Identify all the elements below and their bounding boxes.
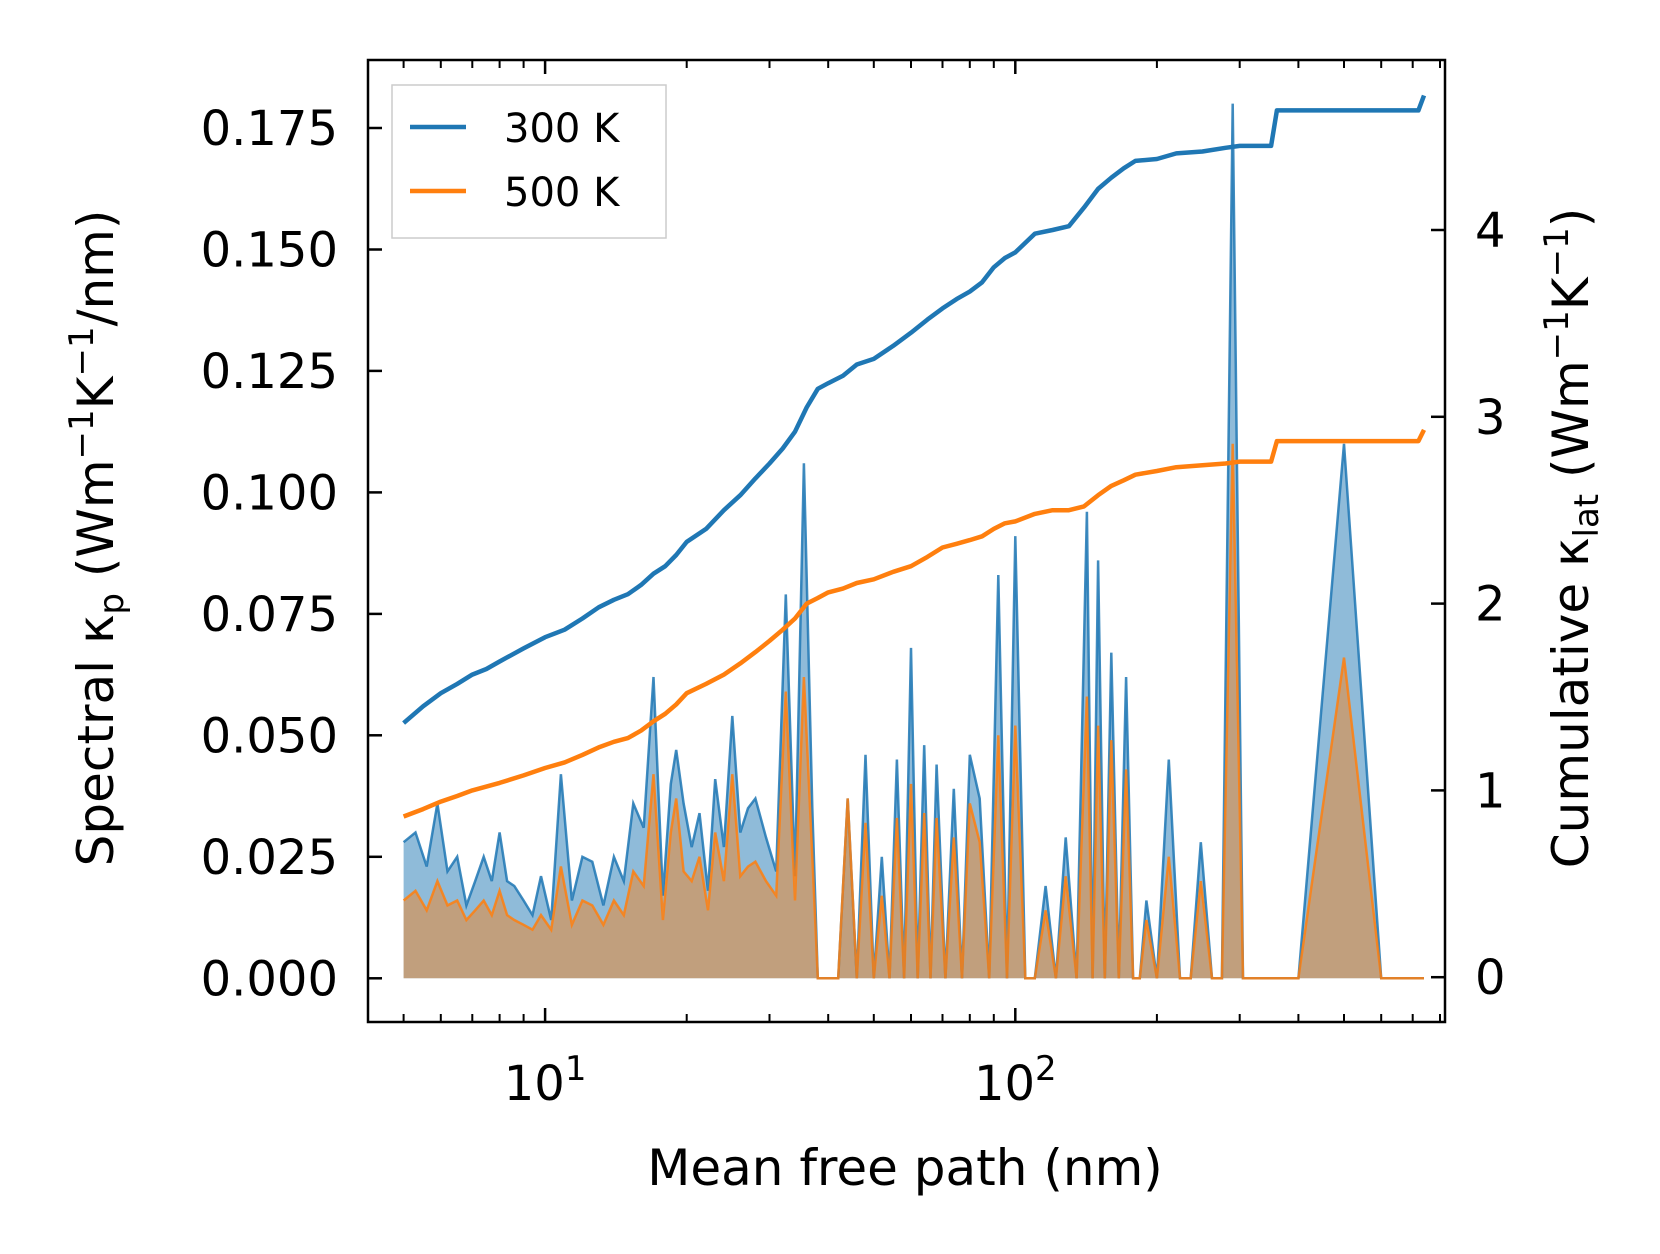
spectral-fill-layer <box>402 103 1425 980</box>
y-left-tick-label: 0.175 <box>201 101 338 157</box>
y-left-tick-label: 0.125 <box>201 344 338 400</box>
legend-label-300k: 300 K <box>504 106 621 152</box>
cumulative-line-300k <box>402 94 1427 725</box>
y-right-axis-title: Cumulative κlat (Wm−1K−1) <box>1537 208 1607 868</box>
tick-layer: 101 1020.0000.0250.0500.0750.1000.1250.15… <box>201 60 1506 1112</box>
plot-frame <box>366 58 1447 1024</box>
x-tick-label: 102 <box>974 1049 1057 1112</box>
y-left-tick-label: 0.075 <box>201 587 338 643</box>
y-left-tick-label: 0.000 <box>201 951 338 1007</box>
y-right-tick-label: 4 <box>1475 203 1506 259</box>
y-left-tick-label: 0.100 <box>201 465 338 521</box>
spectral-line-500k <box>402 443 1424 980</box>
x-axis-title: Mean free path (nm) <box>647 1139 1163 1197</box>
y-left-tick-label: 0.025 <box>201 830 338 886</box>
x-tick-label: 101 <box>504 1049 587 1112</box>
legend-label-500k: 500 K <box>504 170 621 216</box>
y-right-tick-label: 2 <box>1475 577 1506 633</box>
y-left-axis-title: Spectral κp (Wm−1K−1/nm) <box>62 210 132 867</box>
y-right-tick-label: 1 <box>1475 763 1506 819</box>
y-right-tick-label: 0 <box>1475 950 1506 1006</box>
legend-box <box>391 84 667 239</box>
y-right-tick-label: 3 <box>1475 390 1506 446</box>
y-left-tick-label: 0.150 <box>201 223 338 279</box>
cumulative-line-500k <box>402 428 1427 819</box>
legend: 300 K 500 K <box>391 84 667 239</box>
line-layer <box>402 94 1427 819</box>
y-left-tick-label: 0.050 <box>201 708 338 764</box>
